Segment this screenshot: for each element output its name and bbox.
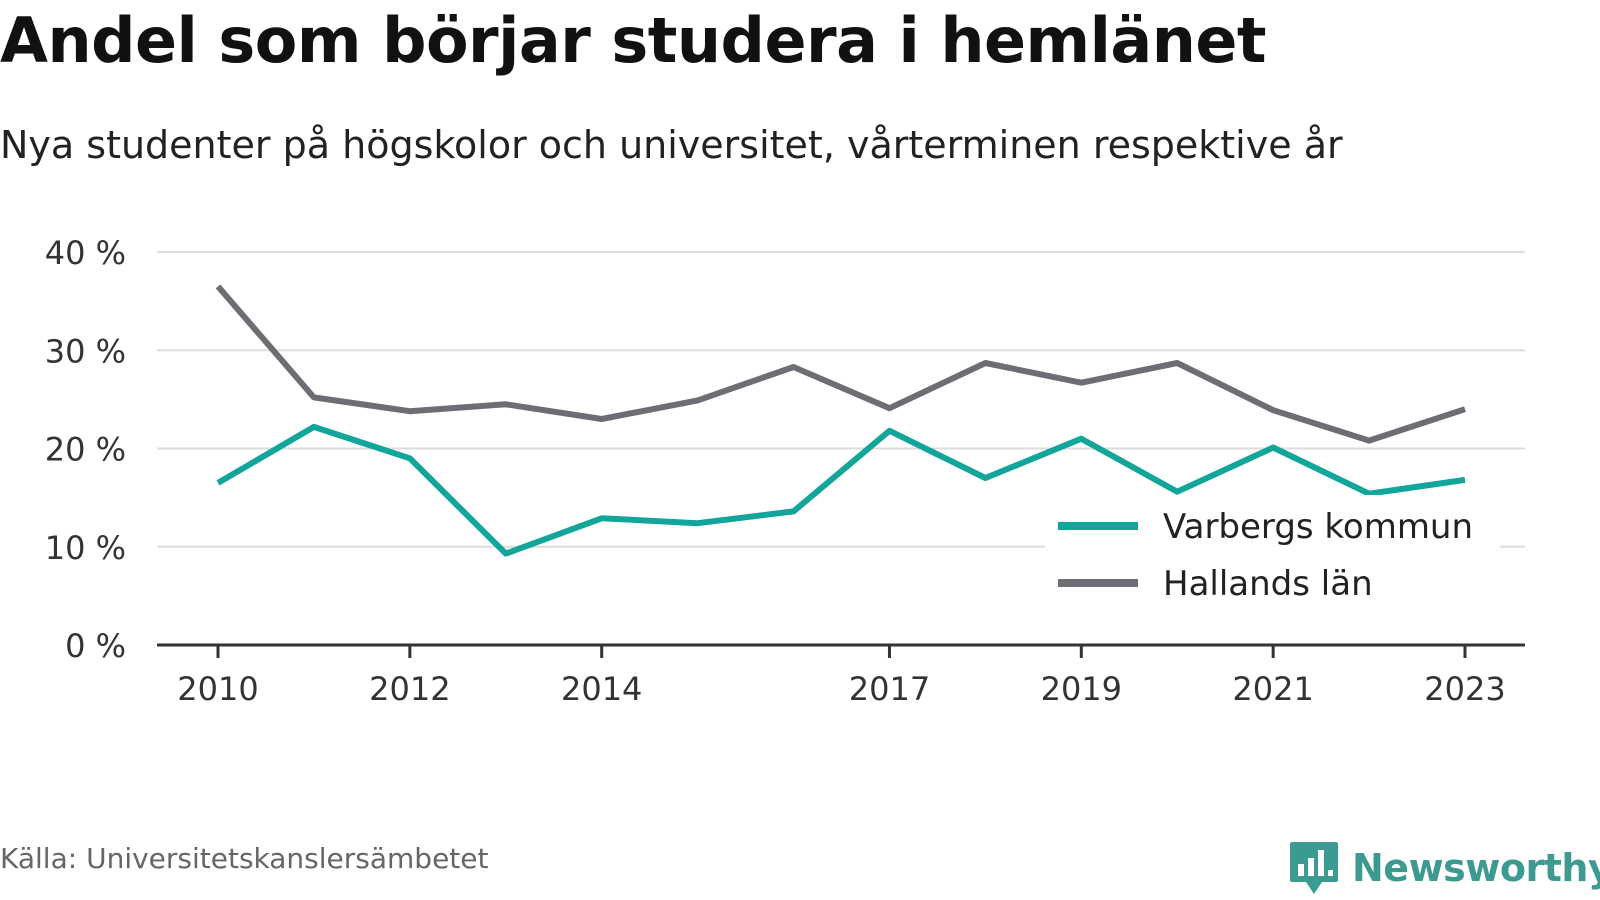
chart-title: Andel som börjar studera i hemlänet (0, 4, 1267, 77)
x-tick-label-2010: 2010 (177, 670, 258, 708)
source-note: Källa: Universitetskanslersämbetet (0, 842, 489, 875)
legend-label-hallands-län: Hallands län (1163, 564, 1373, 604)
y-tick-label-40: 40 % (45, 234, 126, 272)
series-line-hallands-län (215, 284, 1466, 444)
x-tick-label-2019: 2019 (1041, 670, 1122, 708)
newsworthy-logo-icon (1290, 842, 1338, 894)
y-tick-label-10: 10 % (45, 529, 126, 567)
legend-label-varbergs-kommun: Varbergs kommun (1163, 507, 1473, 547)
chart-subtitle: Nya studenter på högskolor och universit… (0, 123, 1343, 167)
x-tick-label-2021: 2021 (1232, 670, 1313, 708)
x-tick-label-2017: 2017 (849, 670, 930, 708)
series-line-varbergs-kommun (216, 423, 1466, 557)
x-tick-label-2023: 2023 (1424, 670, 1505, 708)
x-tick-label-2014: 2014 (561, 670, 642, 708)
x-tick-label-2012: 2012 (369, 670, 450, 708)
y-tick-label-0: 0 % (65, 627, 126, 665)
y-tick-label-30: 30 % (45, 332, 126, 370)
brand-logo: Newsworthy (1288, 838, 1600, 898)
y-tick-label-20: 20 % (45, 431, 126, 469)
brand-name: Newsworthy (1352, 846, 1600, 890)
legend-background (1045, 495, 1500, 620)
